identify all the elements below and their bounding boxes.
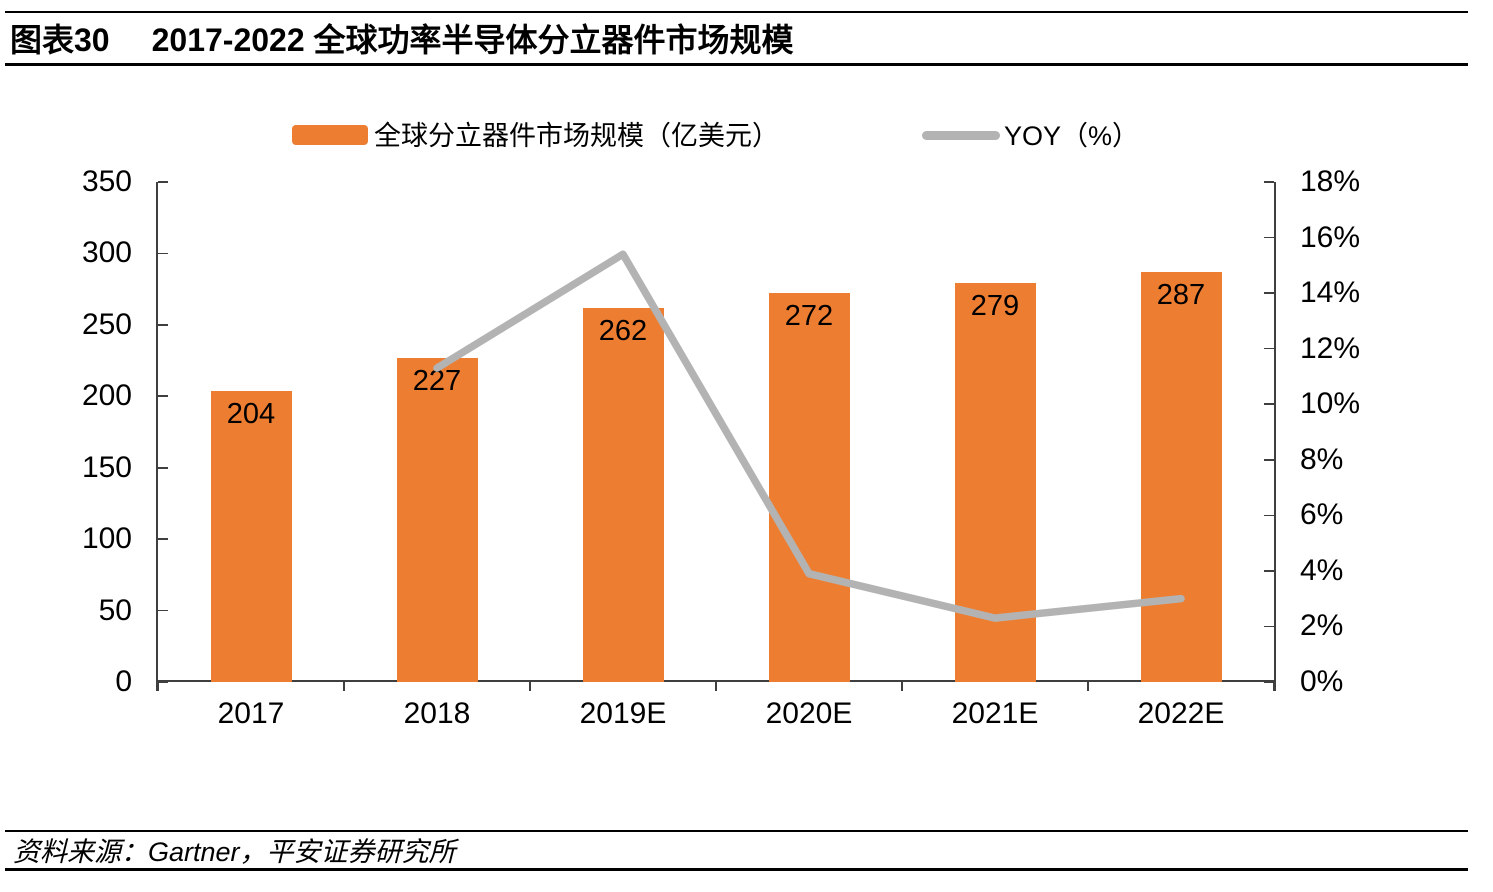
legend-line-swatch-icon bbox=[922, 131, 1000, 140]
data-source-note: 资料来源：Gartner，平安证券研究所 bbox=[13, 837, 456, 867]
left-axis-tick bbox=[158, 324, 168, 326]
left-axis-tick bbox=[158, 609, 168, 612]
right-axis-tick-label: 2% bbox=[1300, 609, 1344, 643]
figure-title-row: 图表30 2017-2022 全球功率半导体分立器件市场规模 bbox=[10, 20, 794, 60]
left-axis-tick-label: 350 bbox=[81, 165, 132, 198]
figure-title: 2017-2022 全球功率半导体分立器件市场规模 bbox=[151, 22, 794, 58]
x-axis-tick bbox=[157, 682, 159, 691]
legend-bar-swatch-icon bbox=[292, 125, 368, 145]
bar bbox=[1140, 272, 1222, 682]
bar-value-label: 204 bbox=[226, 397, 276, 430]
left-axis-tick bbox=[158, 538, 168, 540]
x-axis-tick bbox=[1273, 682, 1275, 691]
left-axis-tick-label: 0 bbox=[115, 665, 132, 698]
right-axis-tick bbox=[1264, 403, 1274, 406]
bar-value-label: 272 bbox=[784, 300, 834, 333]
left-axis-tick-label: 250 bbox=[81, 307, 132, 341]
left-axis-line bbox=[156, 182, 158, 691]
bar bbox=[210, 390, 292, 682]
figure-label: 图表30 bbox=[10, 22, 110, 58]
right-axis-tick-label: 4% bbox=[1300, 553, 1344, 587]
top-rule-thin bbox=[5, 11, 1468, 13]
right-axis-tick bbox=[1264, 292, 1274, 294]
x-axis-tick bbox=[529, 682, 531, 691]
x-axis-line bbox=[156, 680, 1276, 682]
right-axis-tick-label: 14% bbox=[1300, 276, 1361, 310]
right-axis-tick bbox=[1264, 181, 1274, 183]
left-axis-tick-label: 150 bbox=[81, 450, 132, 484]
bar-value-label: 287 bbox=[1156, 279, 1206, 311]
x-axis-tick bbox=[901, 682, 903, 691]
legend-bar-label: 全球分立器件市场规模（亿美元） bbox=[374, 121, 779, 151]
bar bbox=[396, 357, 478, 682]
right-axis-tick bbox=[1264, 458, 1274, 461]
left-axis-tick-label: 50 bbox=[98, 593, 132, 627]
bar-value-label: 262 bbox=[598, 314, 648, 347]
right-axis-tick-label: 8% bbox=[1300, 442, 1344, 476]
bar-value-label: 227 bbox=[412, 364, 462, 397]
right-axis-tick-label: 10% bbox=[1300, 387, 1361, 421]
x-axis-category-label: 2021E bbox=[951, 697, 1039, 730]
right-axis-tick-label: 12% bbox=[1300, 331, 1361, 365]
right-axis-tick bbox=[1264, 347, 1274, 350]
left-axis-tick bbox=[158, 181, 168, 183]
x-axis-category-label: 2017 bbox=[217, 697, 285, 730]
bar-value-label: 279 bbox=[970, 290, 1020, 323]
bar bbox=[954, 283, 1036, 682]
right-axis-tick-label: 18% bbox=[1300, 165, 1361, 198]
right-axis-tick bbox=[1264, 570, 1274, 572]
right-axis-tick bbox=[1264, 514, 1274, 517]
bar bbox=[768, 293, 850, 682]
right-axis-tick bbox=[1264, 236, 1274, 239]
left-axis-tick bbox=[158, 395, 168, 398]
x-axis-category-label: 2019E bbox=[579, 697, 667, 730]
bar bbox=[582, 307, 664, 682]
x-axis-tick bbox=[1087, 682, 1089, 691]
footer-rule-thin bbox=[5, 830, 1468, 832]
left-axis-tick-label: 300 bbox=[81, 236, 132, 270]
footer-rule-thick bbox=[5, 868, 1468, 871]
right-axis-tick bbox=[1264, 625, 1274, 628]
right-axis-tick-label: 6% bbox=[1300, 498, 1344, 532]
left-axis-tick bbox=[158, 466, 168, 469]
left-axis-tick bbox=[158, 252, 168, 255]
legend-line-label: YOY（%） bbox=[1004, 121, 1140, 151]
right-axis-tick-label: 0% bbox=[1300, 665, 1344, 698]
x-axis-tick bbox=[715, 682, 717, 691]
right-axis-tick bbox=[1264, 681, 1274, 683]
left-axis-tick-label: 100 bbox=[81, 522, 132, 556]
left-axis-tick-label: 200 bbox=[81, 379, 132, 413]
top-rule-thick bbox=[5, 63, 1468, 66]
x-axis-category-label: 2022E bbox=[1137, 697, 1225, 730]
right-axis-tick-label: 16% bbox=[1300, 220, 1361, 254]
x-axis-tick bbox=[343, 682, 345, 691]
x-axis-category-label: 2020E bbox=[765, 697, 853, 730]
left-axis-tick bbox=[158, 681, 168, 683]
right-axis-line bbox=[1274, 182, 1276, 691]
x-axis-category-label: 2018 bbox=[403, 697, 471, 730]
